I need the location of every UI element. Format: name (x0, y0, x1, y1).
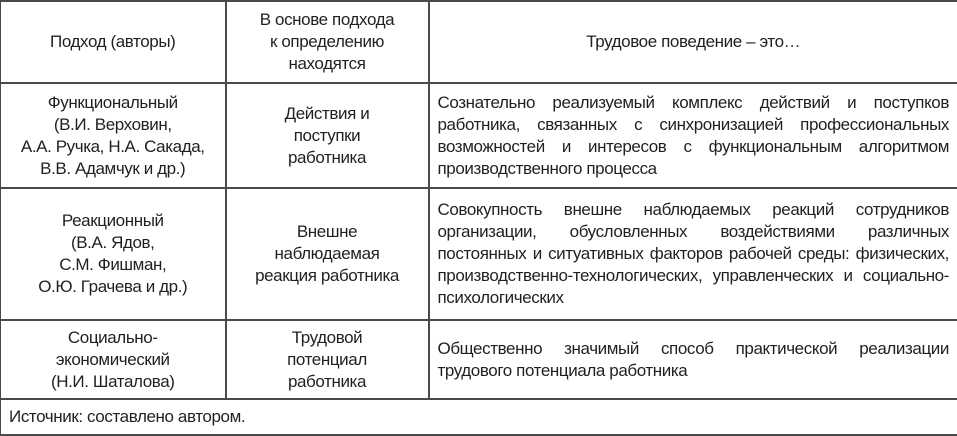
basis-line: Трудовой (235, 327, 420, 349)
basis-line: потенциал (235, 349, 420, 371)
header-text: находятся (235, 53, 420, 75)
approach-line: Социально- (9, 327, 217, 349)
approach-cell: Социально- экономический (Н.И. Шаталова) (1, 320, 226, 399)
approach-line: С.М. Фишман, (9, 254, 217, 276)
approach-line: (Н.И. Шаталова) (9, 371, 217, 393)
basis-line: реакция работника (235, 265, 420, 287)
table-row: Реакционный (В.А. Ядов, С.М. Фишман, О.Ю… (1, 188, 957, 320)
approach-line: Функциональный (9, 92, 217, 114)
basis-line: работника (235, 371, 420, 393)
approach-line: (В.А. Ядов, (9, 232, 217, 254)
table-row: Функциональный (В.И. Верховин, А.А. Ручк… (1, 83, 957, 188)
header-text: Подход (авторы) (9, 31, 217, 53)
basis-line: работника (235, 147, 420, 169)
approach-line: экономический (9, 349, 217, 371)
header-basis: В основе подхода к определению находятся (226, 1, 429, 83)
definition-cell: Общественно значимый способ практической… (429, 320, 957, 399)
header-row: Подход (авторы) В основе подхода к опред… (1, 1, 957, 83)
source-row: Источник: составлено автором. (1, 399, 957, 435)
approach-line: О.Ю. Грачева и др.) (9, 276, 217, 298)
header-definition: Трудовое поведение – это… (429, 1, 957, 83)
basis-cell: Внешне наблюдаемая реакция работника (226, 188, 429, 320)
header-text: Трудовое поведение – это… (438, 31, 950, 53)
basis-cell: Трудовой потенциал работника (226, 320, 429, 399)
approach-line: А.А. Ручка, Н.А. Сакада, (9, 136, 217, 158)
approach-cell: Реакционный (В.А. Ядов, С.М. Фишман, О.Ю… (1, 188, 226, 320)
header-text: В основе подхода (235, 9, 420, 31)
source-note: Источник: составлено автором. (1, 399, 957, 435)
basis-cell: Действия и поступки работника (226, 83, 429, 188)
basis-line: поступки (235, 125, 420, 147)
definition-cell: Совокупность внешне наблюдаемых реакций … (429, 188, 957, 320)
basis-line: наблюдаемая (235, 243, 420, 265)
header-text: к определению (235, 31, 420, 53)
header-approach: Подход (авторы) (1, 1, 226, 83)
table-row: Социально- экономический (Н.И. Шаталова)… (1, 320, 957, 399)
approach-line: В.В. Адамчук и др.) (9, 158, 217, 180)
definition-cell: Сознательно реализуемый комплекс действи… (429, 83, 957, 188)
approach-line: (В.И. Верховин, (9, 114, 217, 136)
approach-line: Реакционный (9, 210, 217, 232)
approach-cell: Функциональный (В.И. Верховин, А.А. Ручк… (1, 83, 226, 188)
basis-line: Внешне (235, 221, 420, 243)
basis-line: Действия и (235, 103, 420, 125)
